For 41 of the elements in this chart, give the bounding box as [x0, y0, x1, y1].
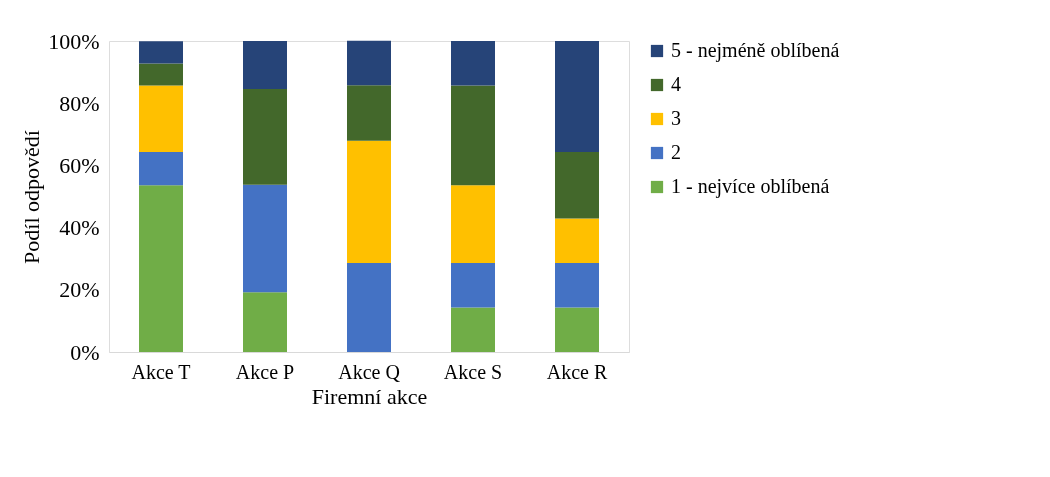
- x-tick-label: Akce R: [546, 360, 608, 383]
- x-tick-label: Akce T: [131, 360, 191, 383]
- x-tick-label: Akce P: [235, 360, 295, 383]
- y-tick-label: 100%: [48, 28, 100, 54]
- bar: [243, 292, 287, 352]
- legend-label: 5 - nejméně oblíbená: [671, 39, 840, 62]
- bar: [139, 85, 183, 153]
- y-tick-label: 20%: [59, 277, 100, 303]
- bar: [347, 263, 391, 352]
- legend-label: 1 - nejvíce oblíbená: [671, 175, 830, 198]
- legend-label: 2: [671, 141, 681, 163]
- y-tick-label: 0%: [70, 339, 100, 365]
- bar: [555, 152, 599, 219]
- y-tick-label: 40%: [59, 215, 100, 241]
- bar: [347, 140, 391, 264]
- bar: [451, 307, 495, 352]
- bar: [139, 41, 183, 64]
- y-axis-title: Podíl odpovědí: [19, 130, 45, 264]
- bar: [139, 63, 183, 86]
- legend-label: 4: [671, 73, 681, 95]
- bar: [347, 40, 391, 86]
- bar: [451, 41, 495, 86]
- bar: [555, 307, 599, 352]
- bar: [555, 263, 599, 308]
- bar: [451, 263, 495, 308]
- legend-label: 3: [671, 107, 681, 129]
- x-axis-title: Firemní akce: [311, 383, 428, 409]
- bar: [139, 152, 183, 186]
- y-tick-label: 60%: [59, 152, 100, 178]
- bar: [451, 85, 495, 186]
- bar: [555, 218, 599, 264]
- bar: [347, 85, 391, 141]
- y-tick-label: 80%: [59, 90, 100, 116]
- bar: [243, 88, 287, 185]
- x-tick-label: Akce S: [443, 360, 503, 383]
- bar: [243, 184, 287, 293]
- bar: [451, 185, 495, 264]
- bar: [139, 185, 183, 352]
- bar: [243, 41, 287, 89]
- x-tick-label: Akce Q: [338, 360, 401, 383]
- bar: [555, 41, 599, 153]
